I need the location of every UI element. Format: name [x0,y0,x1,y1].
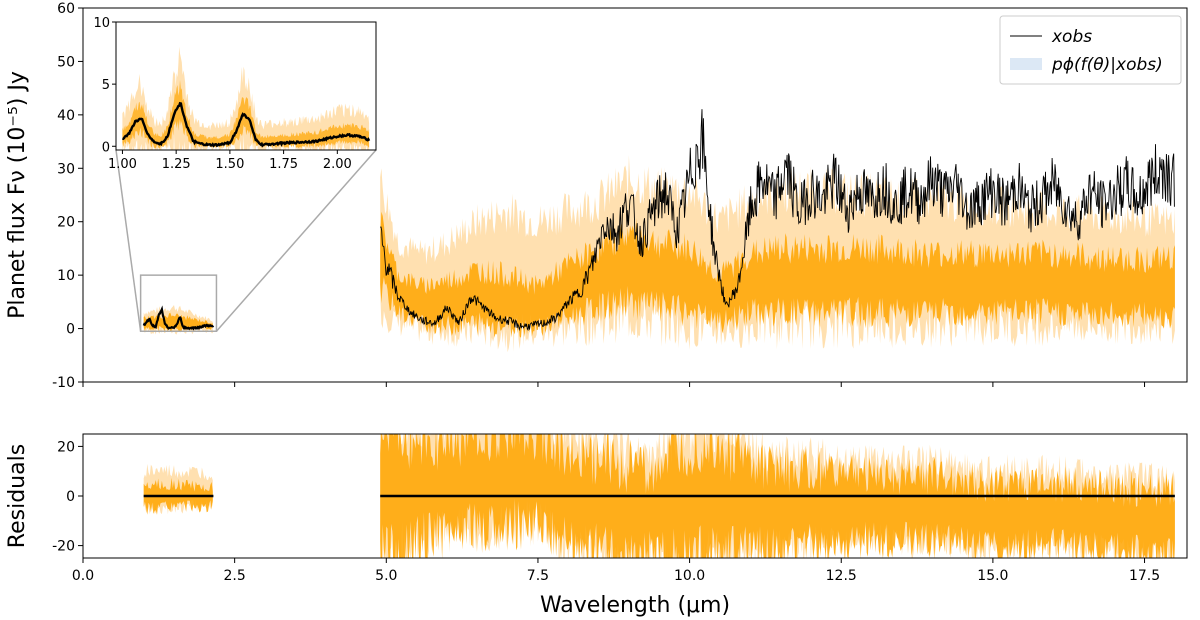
inset-zoom-indicator [115,149,377,332]
observed-line-long [380,109,1175,332]
residual-y-tick-label: 20 [57,439,75,455]
inset-observed-line [122,101,371,148]
main-y-tick-label: 50 [57,54,75,70]
residual-y-axis-title: Residuals [5,444,30,548]
main-y-tick-label: 30 [57,161,75,177]
main-y-tick-label: 60 [57,1,75,17]
inset-ticks: 0 5 10 1.00 1.25 1.50 1.75 2.00 [93,16,351,172]
zoom-box [139,274,218,332]
residual-x-ticks: 0.0 2.5 5.0 7.5 10.0 12.5 15.0 17.5 [72,558,1160,584]
residual-x-tick-label: 15.0 [977,568,1008,584]
residual-x-tick-label: 7.5 [527,568,549,584]
inset-x-tick-label: 1.50 [215,157,244,172]
residual-y-ticks: -20 0 20 [52,439,83,555]
main-y-tick-label: -10 [52,375,75,391]
main-y-tick-label: 20 [57,215,75,231]
inset-observed-line [122,101,371,148]
main-y-tick-label: 10 [57,268,75,284]
observed-line-short [142,305,215,331]
inset-plot: 0 5 10 1.00 1.25 1.50 1.75 2.00 [93,16,377,172]
main-y-tick-label: 40 [57,108,75,124]
inset-y-tick-label: 0 [102,140,110,155]
posterior-68-band [143,211,1175,338]
zoom-connector-left [115,149,142,332]
inset-x-tick-label: 1.75 [269,157,298,172]
inset-y-tick-label: 10 [93,16,110,31]
inset-x-tick-label: 1.25 [162,157,191,172]
inset-x-tick-label: 2.00 [323,157,352,172]
main-axes-frame [82,7,1188,383]
residual-y-tick-label: -20 [52,539,75,555]
main-y-ticks: -10 0 10 20 30 40 50 60 [52,1,83,391]
zoom-connector-right [215,149,377,332]
main-y-axis-title: Planet flux Fν (10⁻⁵) Jy [5,71,30,319]
legend-box [999,15,1182,85]
residual-x-tick-label: 10.0 [674,568,705,584]
residual-y-tick-label: 0 [66,489,75,505]
residuals-plot-area: -20 0 20 0.0 2.5 5.0 7.5 10.0 12.5 15.0 17.5 [52,433,1188,584]
legend-posterior-label: pϕ(f(θ)|xobs) [1051,55,1163,75]
residual-x-tick-label: 12.5 [826,568,857,584]
residual-x-tick-label: 17.5 [1129,568,1160,584]
legend-posterior-swatch [1010,58,1042,70]
residual-x-tick-label: 5.0 [375,568,397,584]
residual-x-tick-label: 2.5 [224,568,246,584]
main-x-ticks [82,382,1146,387]
inset-x-tick-label: 1.00 [108,157,137,172]
inset-y-tick-label: 5 [102,78,110,93]
x-axis-title: Wavelength (μm) [540,593,730,618]
legend-obs-label: xobs [1051,27,1092,47]
residual-x-tick-label: 0.0 [72,568,94,584]
main-observed-lines [142,109,1175,332]
inset-axes-frame [115,21,377,151]
main-y-tick-label: 0 [66,322,75,338]
legend: xobs pϕ(f(θ)|xobs) [999,15,1182,85]
